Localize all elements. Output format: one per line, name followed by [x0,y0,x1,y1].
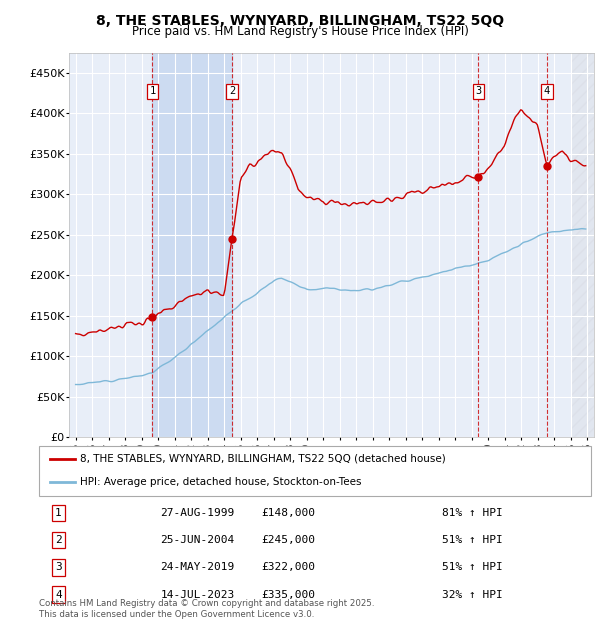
Text: Price paid vs. HM Land Registry's House Price Index (HPI): Price paid vs. HM Land Registry's House … [131,25,469,38]
Text: 14-JUL-2023: 14-JUL-2023 [160,590,235,600]
Text: 2: 2 [55,535,62,546]
Text: £245,000: £245,000 [261,535,315,546]
Text: 25-JUN-2004: 25-JUN-2004 [160,535,235,546]
Text: £335,000: £335,000 [261,590,315,600]
Text: 8, THE STABLES, WYNYARD, BILLINGHAM, TS22 5QQ (detached house): 8, THE STABLES, WYNYARD, BILLINGHAM, TS2… [80,454,446,464]
Text: 1: 1 [149,86,155,96]
Text: 51% ↑ HPI: 51% ↑ HPI [442,562,503,572]
Text: 24-MAY-2019: 24-MAY-2019 [160,562,235,572]
Text: 4: 4 [544,86,550,96]
Text: £148,000: £148,000 [261,508,315,518]
Text: 51% ↑ HPI: 51% ↑ HPI [442,535,503,546]
Text: 3: 3 [55,562,62,572]
Text: 2: 2 [229,86,235,96]
Text: 27-AUG-1999: 27-AUG-1999 [160,508,235,518]
Bar [152,53,232,437]
Text: HPI: Average price, detached house, Stockton-on-Tees: HPI: Average price, detached house, Stoc… [80,477,362,487]
Text: 32% ↑ HPI: 32% ↑ HPI [442,590,503,600]
Bar [571,53,600,437]
Text: 8, THE STABLES, WYNYARD, BILLINGHAM, TS22 5QQ: 8, THE STABLES, WYNYARD, BILLINGHAM, TS2… [96,14,504,28]
Text: £322,000: £322,000 [261,562,315,572]
Text: 81% ↑ HPI: 81% ↑ HPI [442,508,503,518]
Text: 3: 3 [475,86,481,96]
FancyBboxPatch shape [39,446,591,496]
Text: 1: 1 [55,508,62,518]
Text: Contains HM Land Registry data © Crown copyright and database right 2025.
This d: Contains HM Land Registry data © Crown c… [39,600,374,619]
Text: 4: 4 [55,590,62,600]
